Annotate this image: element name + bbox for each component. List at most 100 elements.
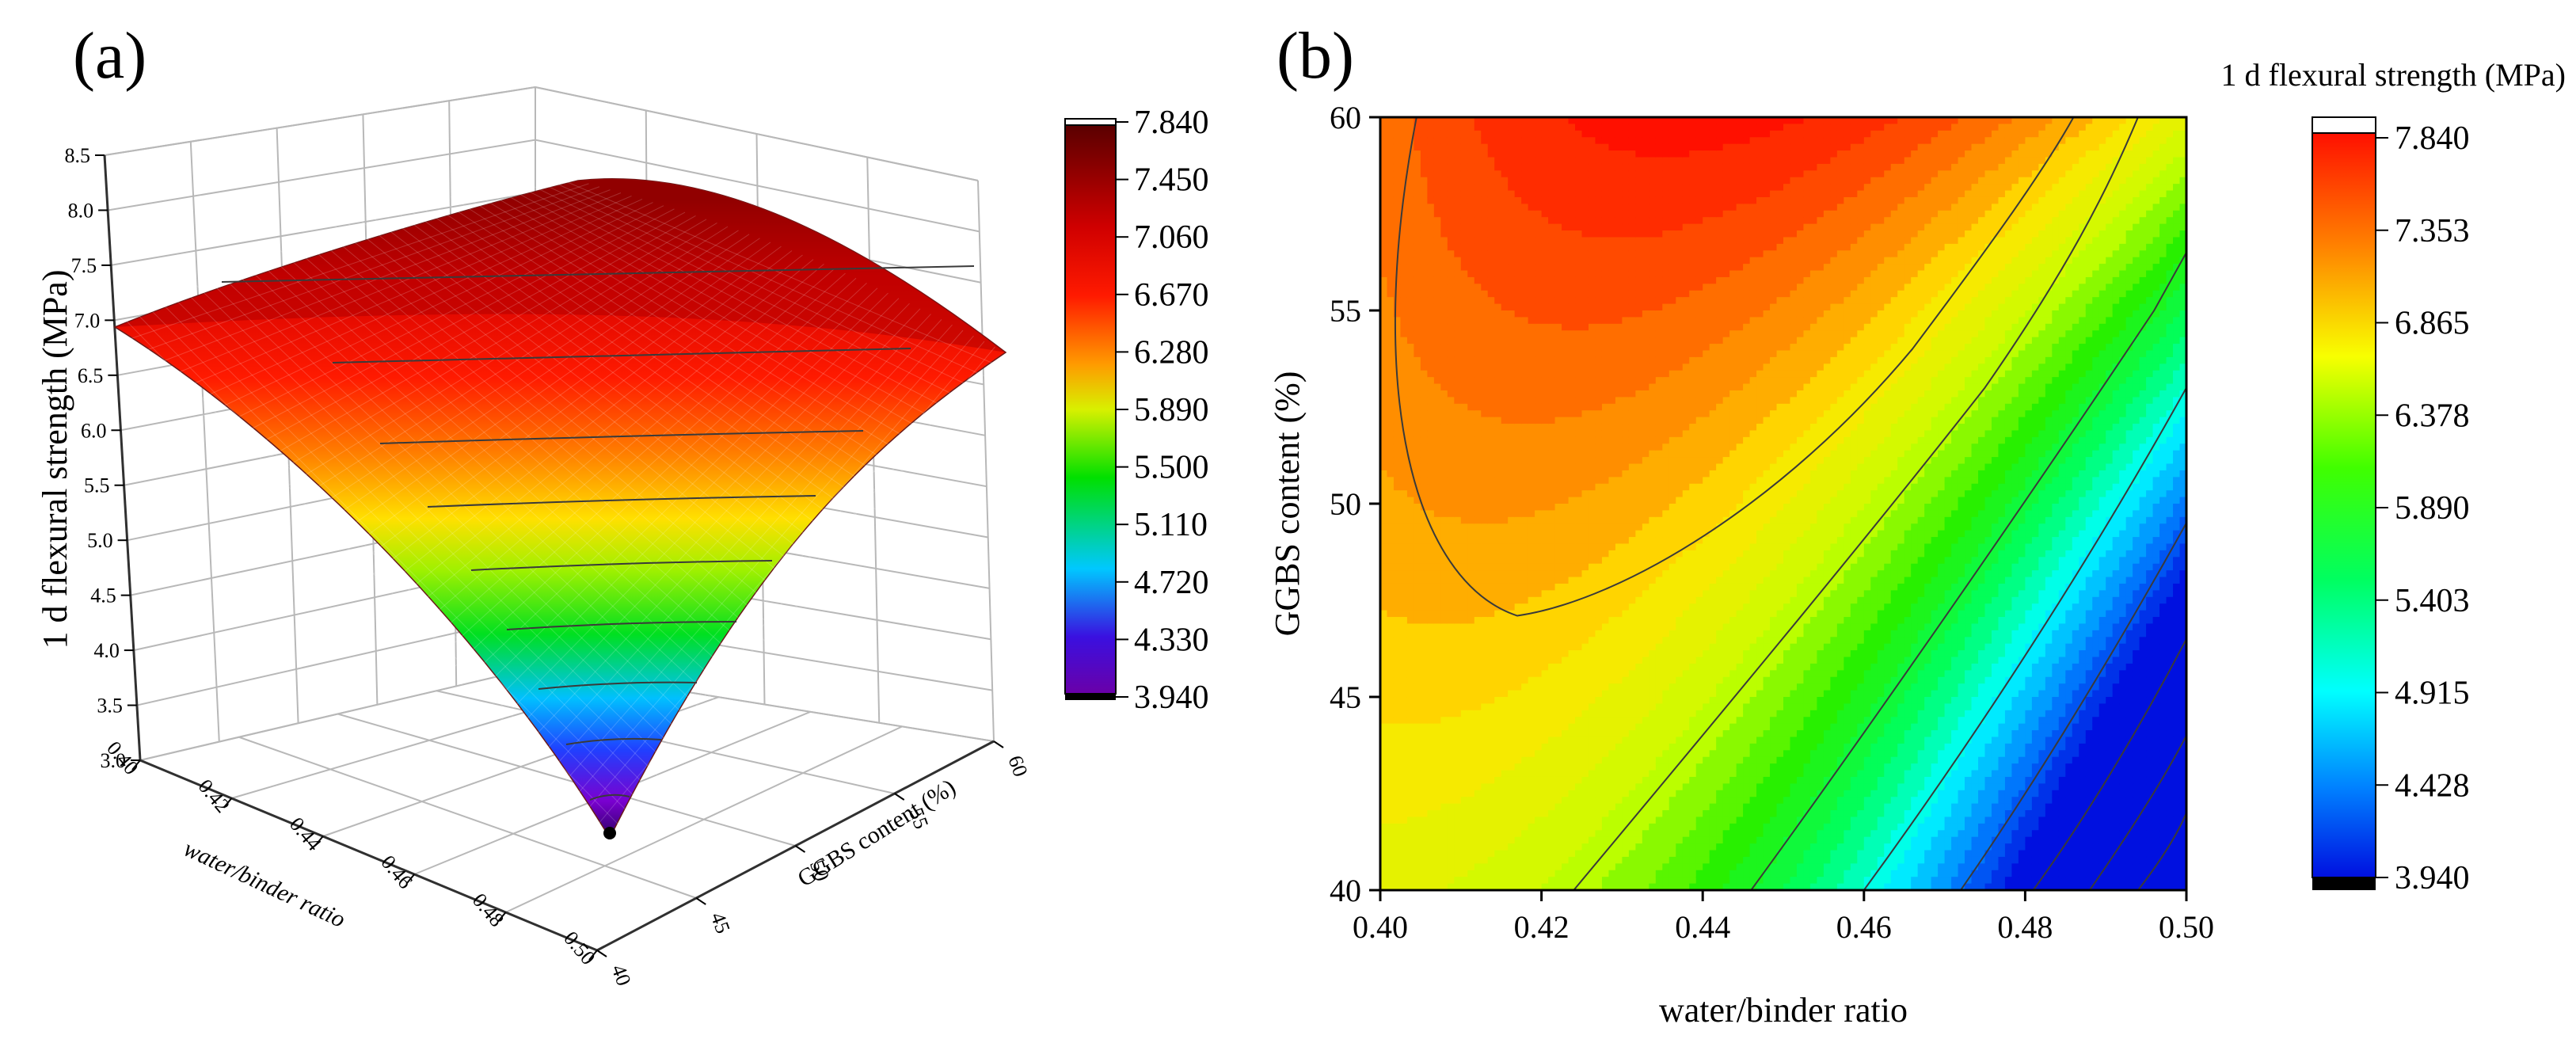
contour-cell: [1541, 523, 1549, 531]
contour-cell: [1541, 563, 1549, 571]
contour-cell: [1568, 483, 1576, 491]
z-tick-label: 5.0: [87, 529, 113, 552]
contour-cell: [1622, 743, 1630, 752]
contour-cell: [1541, 430, 1549, 438]
contour-cell: [1562, 650, 1570, 658]
contour-cell: [1635, 856, 1643, 865]
contour-cell: [1420, 610, 1429, 618]
contour-cell: [1454, 383, 1462, 391]
contour-cell: [1628, 397, 1637, 405]
contour-cell: [1400, 763, 1408, 771]
contour-cell: [1440, 697, 1448, 705]
contour-cell: [1481, 763, 1489, 771]
contour-cell: [1494, 424, 1502, 432]
contour-cell: [1494, 303, 1502, 311]
contour-cell: [1649, 557, 1657, 565]
contour-cell: [1393, 210, 1402, 219]
contour-cell: [1622, 137, 1630, 145]
contour-cell: [1554, 617, 1562, 625]
contour-cell: [1433, 303, 1442, 311]
contour-cell: [1562, 230, 1570, 238]
contour-cell: [1635, 883, 1643, 890]
contour-cell: [1608, 770, 1616, 778]
contour-cell: [1400, 723, 1408, 731]
contour-cell: [1400, 230, 1408, 238]
contour-cell: [1467, 783, 1475, 791]
contour-cell: [1433, 570, 1442, 578]
contour-cell: [1528, 323, 1535, 332]
contour-cell: [1608, 430, 1616, 438]
contour-cell: [1387, 297, 1395, 305]
contour-cell: [1393, 737, 1402, 744]
contour-cell: [1447, 417, 1455, 424]
contour-cell: [1521, 856, 1529, 865]
contour-cell: [1387, 410, 1395, 418]
contour-cell: [1528, 763, 1535, 771]
contour-cell: [1521, 370, 1529, 378]
contour-cell: [1474, 190, 1482, 198]
contour-cell: [1541, 330, 1549, 338]
contour-cell: [1460, 124, 1469, 131]
contour-cell: [1427, 817, 1435, 824]
contour-cell: [1548, 250, 1556, 258]
contour-cell: [1414, 570, 1421, 578]
contour-cell: [1608, 424, 1616, 432]
contour-cell: [1454, 463, 1462, 471]
contour-cell: [1420, 510, 1429, 518]
contour-cell: [1655, 190, 1664, 198]
contour-cell: [1387, 157, 1395, 165]
contour-cell: [1655, 204, 1664, 211]
contour-cell: [1628, 130, 1637, 139]
contour-cell: [1487, 516, 1496, 525]
contour-cell: [1460, 217, 1469, 225]
contour-cell: [1528, 250, 1535, 258]
mesh-line: [547, 324, 953, 775]
contour-cell: [1595, 770, 1603, 778]
contour-cell: [1481, 523, 1489, 531]
contour-cell: [1514, 124, 1522, 131]
contour-cell: [1427, 124, 1435, 131]
contour-cell: [1387, 230, 1395, 238]
contour-cell: [1562, 223, 1570, 231]
contour-cell: [1628, 270, 1637, 278]
contour-cell: [1548, 477, 1556, 485]
contour-cell: [1474, 663, 1482, 672]
contour-cell: [1467, 690, 1475, 698]
contour-cell: [1554, 483, 1562, 491]
contour-cell: [1615, 623, 1623, 631]
contour-cell: [1635, 124, 1643, 131]
contour-cell: [1581, 843, 1589, 851]
contour-cell: [1581, 803, 1589, 811]
contour-cell: [1467, 117, 1475, 125]
contour-cell: [1380, 143, 1388, 151]
contour-cell: [1406, 264, 1415, 272]
contour-cell: [1467, 237, 1475, 245]
contour-cell: [1554, 603, 1562, 611]
contour-cell: [1474, 504, 1482, 512]
contour-cell: [1433, 403, 1442, 412]
contour-cell: [1467, 610, 1475, 618]
contour-cell: [1581, 397, 1589, 405]
contour-cell: [1440, 810, 1448, 818]
contour-cell: [1467, 137, 1475, 145]
contour-cell: [1541, 310, 1549, 318]
contour-cell: [1608, 523, 1616, 531]
contour-cell: [1649, 344, 1657, 352]
contour-cell: [1460, 863, 1469, 871]
contour-cell: [1628, 390, 1637, 398]
contour-cell: [1433, 830, 1442, 838]
contour-cell: [1494, 364, 1502, 371]
contour-cell: [1400, 676, 1408, 684]
contour-cell: [1467, 497, 1475, 504]
contour-cell: [1649, 863, 1657, 871]
contour-cell: [1528, 210, 1535, 219]
contour-cell: [1595, 230, 1603, 238]
contour-cell: [1521, 790, 1529, 798]
contour-cell: [1628, 690, 1637, 698]
contour-cell: [1615, 223, 1623, 231]
contour-cell: [1635, 596, 1643, 605]
contour-cell: [1387, 543, 1395, 551]
contour-cell: [1568, 230, 1576, 238]
contour-cell: [1454, 177, 1462, 185]
contour-cell: [1575, 157, 1583, 165]
